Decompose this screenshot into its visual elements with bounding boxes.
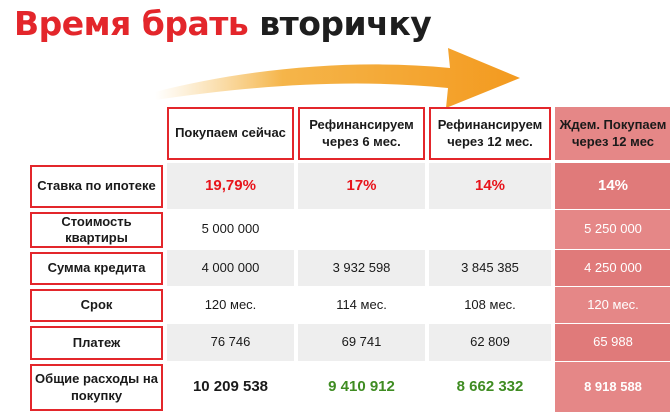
page-title: Время брать вторичку [14, 4, 432, 43]
cell-term-refi-6: 114 мес. [298, 287, 425, 324]
header-buy-now: Покупаем сейчас [167, 107, 294, 160]
cell-price-buy-now: 5 000 000 [167, 210, 294, 250]
cell-payment-wait: 65 988 [555, 324, 670, 362]
curved-arrow-icon [155, 48, 520, 108]
cell-price-refi-12 [429, 210, 551, 250]
cell-total-refi-6: 9 410 912 [298, 362, 425, 413]
row-label-payment: Платеж [30, 326, 163, 360]
cell-rate-buy-now: 19,79% [167, 163, 294, 210]
cell-loan-refi-12: 3 845 385 [429, 250, 551, 287]
comparison-table: Покупаем сейчас Рефинансируем через 6 ме… [30, 107, 670, 413]
cell-term-buy-now: 120 мес. [167, 287, 294, 324]
cell-total-refi-12: 8 662 332 [429, 362, 551, 413]
cell-rate-wait: 14% [555, 163, 670, 210]
header-wait: Ждем. Покупаем через 12 мес [555, 107, 670, 160]
row-label-loan: Сумма кредита [30, 252, 163, 285]
cell-term-refi-12: 108 мес. [429, 287, 551, 324]
cell-price-refi-6 [298, 210, 425, 250]
cell-rate-refi-6: 17% [298, 163, 425, 210]
cell-payment-refi-12: 62 809 [429, 324, 551, 362]
cell-payment-buy-now: 76 746 [167, 324, 294, 362]
cell-total-buy-now: 10 209 538 [167, 362, 294, 413]
row-label-price: Стоимость квартиры [30, 212, 163, 248]
cell-loan-refi-6: 3 932 598 [298, 250, 425, 287]
cell-rate-refi-12: 14% [429, 163, 551, 210]
header-refi-12: Рефинансируем через 12 мес. [429, 107, 551, 160]
cell-price-wait: 5 250 000 [555, 210, 670, 250]
cell-loan-buy-now: 4 000 000 [167, 250, 294, 287]
cell-payment-refi-6: 69 741 [298, 324, 425, 362]
cell-term-wait: 120 мес. [555, 287, 670, 324]
row-label-total: Общие расходы на покупку [30, 364, 163, 411]
cell-loan-wait: 4 250 000 [555, 250, 670, 287]
row-label-rate: Ставка по ипотеке [30, 165, 163, 208]
row-label-term: Срок [30, 289, 163, 322]
header-empty [30, 107, 163, 163]
header-refi-6: Рефинансируем через 6 мес. [298, 107, 425, 160]
title-part-dark: вторичку [259, 4, 432, 43]
cell-total-wait: 8 918 588 [555, 362, 670, 413]
title-part-red: Время брать [14, 4, 249, 43]
